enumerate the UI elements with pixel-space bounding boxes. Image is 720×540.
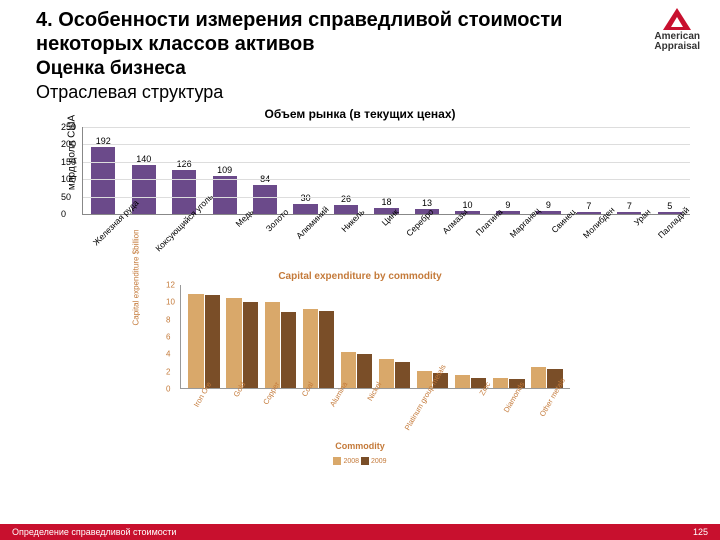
chart1-bar-value: 5 — [667, 201, 672, 211]
page-subtitle: Оценка бизнеса — [36, 58, 620, 80]
legend-label: 2008 — [343, 458, 361, 465]
chart2-bars — [181, 285, 570, 388]
chart2-bar — [265, 302, 280, 388]
chart1-bar-value: 7 — [627, 201, 632, 211]
chart2-ytick: 2 — [166, 367, 170, 376]
chart2-ylabel: Capital expenditure $billion — [132, 229, 141, 325]
section-label: Отраслевая структура — [36, 82, 620, 103]
chart1-bar-value: 18 — [382, 197, 392, 207]
logo-text-2: Appraisal — [654, 42, 700, 52]
chart2-xlabels: Iron OreGoldCopperCoalAluminaNickelPlati… — [180, 391, 570, 439]
legend-swatch — [333, 457, 341, 465]
chart2-bar — [319, 311, 334, 388]
chart2-bar — [226, 298, 241, 388]
page-title: 4. Особенности измерения справедливой ст… — [36, 8, 620, 56]
brand-logo: American Appraisal — [654, 8, 700, 52]
header: 4. Особенности измерения справедливой ст… — [0, 0, 720, 103]
chart1-bar — [253, 185, 277, 214]
chart1-ytick: 150 — [61, 157, 76, 167]
chart1-bar-value: 9 — [505, 200, 510, 210]
chart2-xlabel: Commodity — [140, 441, 580, 451]
chart1-bar-value: 9 — [546, 200, 551, 210]
chart1-plot-area: 19214012610984302618131099775 0501001502… — [82, 127, 690, 215]
chart1-ytick: 200 — [61, 139, 76, 149]
legend-label: 2009 — [371, 458, 387, 465]
chart2-bar — [205, 295, 220, 388]
chart2-bar — [357, 354, 372, 388]
chart2-ytick: 8 — [166, 315, 170, 324]
chart1-ytick: 250 — [61, 122, 76, 132]
chart1-ytick: 100 — [61, 174, 76, 184]
chart2-bar — [395, 362, 410, 388]
chart2-ytick: 10 — [166, 298, 175, 307]
footer-text: Определение справедливой стоимости — [12, 527, 176, 537]
page-number: 125 — [693, 527, 708, 537]
chart2-title: Capital expenditure by commodity — [140, 271, 580, 282]
chart2-plot-area — [180, 285, 570, 389]
chart1-ytick: 0 — [61, 209, 66, 219]
chart1-ylabel: млрд долл США — [67, 103, 78, 203]
chart2-ytick: 6 — [166, 333, 170, 342]
chart1-bar-value: 7 — [586, 201, 591, 211]
chart2-bar — [303, 309, 318, 388]
chart1-bar-value: 109 — [217, 165, 232, 175]
chart1-title: Объем рынка (в текущих ценах) — [0, 107, 720, 121]
capex-chart: Capital expenditure by commodity Capital… — [140, 271, 580, 451]
logo-triangle-icon — [663, 8, 691, 30]
chart1-ytick: 50 — [61, 192, 71, 202]
chart1-bars: 19214012610984302618131099775 — [83, 127, 690, 214]
footer-bar: Определение справедливой стоимости 125 — [0, 524, 720, 540]
chart2-ytick: 4 — [166, 350, 170, 359]
legend-swatch — [361, 457, 369, 465]
chart1-bar — [577, 212, 601, 214]
chart1-bar-value: 126 — [177, 159, 192, 169]
market-volume-chart: млрд долл США 19214012610984302618131099… — [70, 127, 690, 267]
chart1-bar-value: 26 — [341, 194, 351, 204]
chart2-legend: 2008 2009 — [140, 457, 580, 465]
chart1-bar — [91, 147, 115, 214]
chart2-ytick: 0 — [166, 385, 170, 394]
chart2-bar — [281, 312, 296, 388]
chart2-ytick: 12 — [166, 281, 175, 290]
chart2-bar — [188, 294, 203, 388]
chart2-bar — [243, 302, 258, 388]
chart2-bar — [531, 367, 546, 388]
chart1-xlabels: Железная рудаКоксующийся угольМедьЗолото… — [82, 215, 690, 267]
